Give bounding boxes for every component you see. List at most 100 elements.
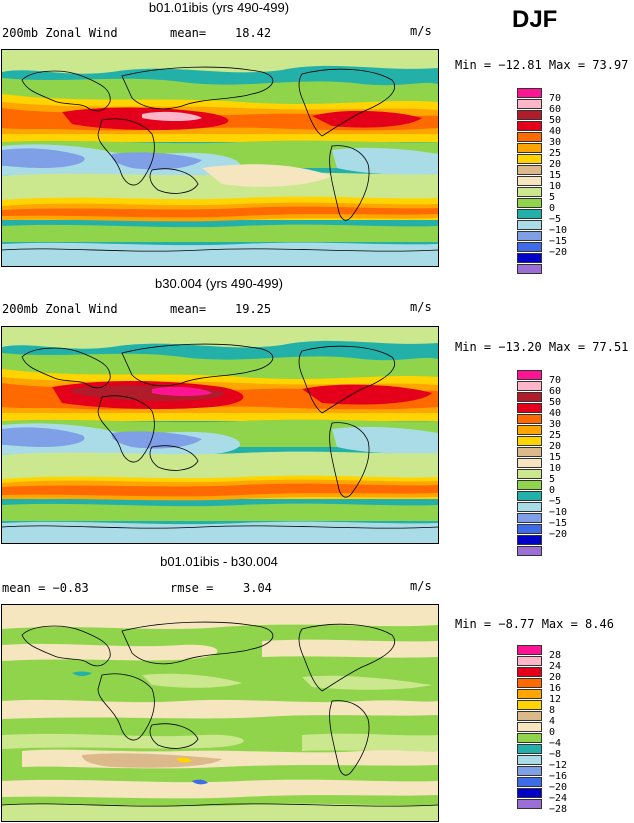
colorbar-swatch	[517, 121, 542, 131]
colorbar-level-label: 16	[549, 683, 562, 694]
colorbar-level-label: 40	[549, 126, 562, 137]
colorbar-level-label: 25	[549, 148, 562, 159]
panel1-colorbar: 70 60 50 40 30 25 20 15 10 5 0 −5 −10 −15 −20	[517, 88, 597, 274]
colorbar-swatch	[517, 220, 542, 230]
colorbar-swatch	[517, 469, 542, 479]
colorbar-swatch	[517, 88, 542, 98]
panel2-map	[1, 326, 439, 544]
panel3-minmax: Min = −8.77 Max = 8.46	[455, 617, 614, 631]
panel2-variable-label: 200mb Zonal Wind	[2, 302, 118, 316]
colorbar-swatch	[517, 209, 542, 219]
panel1-mean-label: mean=	[170, 26, 207, 40]
panel3-mean-label: mean = −0.83	[2, 581, 89, 595]
colorbar-level-label: 4	[549, 716, 556, 727]
colorbar-level-label: 12	[549, 694, 562, 705]
colorbar-level-label: 0	[549, 203, 556, 214]
colorbar-swatch	[517, 656, 542, 666]
colorbar-swatch	[517, 132, 542, 142]
colorbar-level-label: 8	[549, 705, 556, 716]
colorbar-swatch	[517, 381, 542, 391]
season-label: DJF	[512, 6, 558, 33]
colorbar-level-label: 20	[549, 159, 562, 170]
colorbar-level-label: 5	[549, 474, 556, 485]
colorbar-level-label: 60	[549, 386, 562, 397]
colorbar-swatch	[517, 491, 542, 501]
colorbar-swatch	[517, 546, 542, 556]
colorbar-swatch	[517, 700, 542, 710]
colorbar-level-label: 50	[549, 397, 562, 408]
panel2-units: m/s	[410, 300, 432, 314]
colorbar-level-label: −20	[549, 529, 568, 540]
colorbar-swatch	[517, 242, 542, 252]
colorbar-level-label: 10	[549, 181, 562, 192]
colorbar-swatch	[517, 198, 542, 208]
colorbar-level-label: 60	[549, 104, 562, 115]
colorbar-swatch	[517, 766, 542, 776]
colorbar-swatch	[517, 722, 542, 732]
colorbar-swatch	[517, 392, 542, 402]
panel1-mean-value: 18.42	[235, 26, 272, 40]
colorbar-level-label: −28	[549, 804, 568, 815]
colorbar-swatch	[517, 253, 542, 263]
panel1-map	[1, 49, 439, 267]
colorbar-level-label: 10	[549, 463, 562, 474]
panel3-colorbar: 28 24 20 16 12 8 4 0 −4 −8 −12 −16 −20 −24 −28	[517, 645, 597, 820]
panel3-title: b01.01ibis - b30.004	[160, 554, 278, 569]
colorbar-swatch	[517, 733, 542, 743]
colorbar-swatch	[517, 436, 542, 446]
colorbar-level-label: 28	[549, 650, 562, 661]
colorbar-level-label: 15	[549, 452, 562, 463]
colorbar-level-label: 25	[549, 430, 562, 441]
colorbar-level-label: −15	[549, 236, 568, 247]
panel2-minmax: Min = −13.20 Max = 77.51	[455, 340, 629, 354]
colorbar-swatch	[517, 645, 542, 655]
panel2-map-svg	[2, 327, 438, 543]
colorbar-swatch	[517, 370, 542, 380]
colorbar-swatch	[517, 535, 542, 545]
panel1-map-svg	[2, 50, 438, 266]
panel3-rmse-label: rmse =	[170, 581, 214, 595]
panel1-title: b01.01ibis (yrs 490-499)	[148, 0, 290, 15]
colorbar-level-label: −20	[549, 247, 568, 258]
colorbar-swatch	[517, 689, 542, 699]
colorbar-swatch	[517, 502, 542, 512]
colorbar-swatch	[517, 187, 542, 197]
colorbar-level-label: −12	[549, 760, 568, 771]
colorbar-level-label: −5	[549, 496, 562, 507]
colorbar-swatch	[517, 513, 542, 523]
colorbar-swatch	[517, 143, 542, 153]
panel3-map-svg	[2, 605, 438, 821]
colorbar-level-label: −24	[549, 793, 568, 804]
colorbar-level-label: −16	[549, 771, 568, 782]
colorbar-level-label: −20	[549, 782, 568, 793]
panel2-title: b30.004 (yrs 490-499)	[155, 276, 283, 291]
colorbar-level-label: 15	[549, 170, 562, 181]
colorbar-swatch	[517, 799, 542, 809]
colorbar-swatch	[517, 458, 542, 468]
colorbar-swatch	[517, 264, 542, 274]
colorbar-swatch	[517, 110, 542, 120]
colorbar-level-label: 70	[549, 375, 562, 386]
colorbar-level-label: 20	[549, 672, 562, 683]
panel1-variable-label: 200mb Zonal Wind	[2, 26, 118, 40]
panel3-rmse-value: 3.04	[243, 581, 272, 595]
colorbar-swatch	[517, 777, 542, 787]
colorbar-level-label: 5	[549, 192, 556, 203]
colorbar-swatch	[517, 154, 542, 164]
colorbar-level-label: −5	[549, 214, 562, 225]
colorbar-level-label: 24	[549, 661, 562, 672]
colorbar-level-label: 40	[549, 408, 562, 419]
colorbar-level-label: −8	[549, 749, 562, 760]
panel1-minmax: Min = −12.81 Max = 73.97	[455, 58, 629, 72]
colorbar-level-label: 20	[549, 441, 562, 452]
colorbar-swatch	[517, 99, 542, 109]
panel1-units: m/s	[410, 24, 432, 38]
colorbar-level-label: −15	[549, 518, 568, 529]
panel2-mean-label: mean=	[170, 302, 207, 316]
colorbar-level-label: 70	[549, 93, 562, 104]
panel2-mean-value: 19.25	[235, 302, 272, 316]
colorbar-swatch	[517, 711, 542, 721]
colorbar-swatch	[517, 403, 542, 413]
colorbar-level-label: 50	[549, 115, 562, 126]
colorbar-swatch	[517, 447, 542, 457]
